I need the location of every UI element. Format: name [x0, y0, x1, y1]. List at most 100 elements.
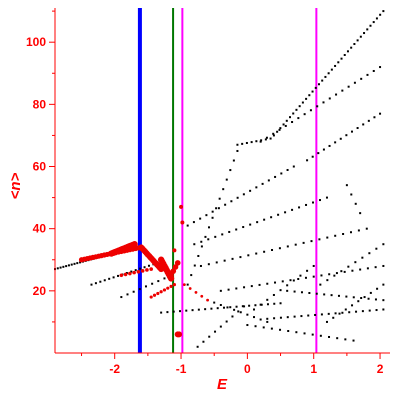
data-point: [279, 289, 282, 292]
data-point: [278, 247, 281, 250]
data-point: [185, 309, 188, 312]
data-point: [143, 266, 146, 269]
data-point: [254, 325, 257, 328]
data-point: [345, 184, 348, 187]
data-point: [216, 307, 219, 310]
data-point: [359, 212, 362, 215]
data-point: [70, 263, 73, 266]
data-point: [374, 298, 377, 301]
data-point: [353, 81, 356, 84]
data-point: [320, 313, 323, 316]
data-point: [304, 276, 307, 279]
data-point: [236, 143, 239, 146]
data-point: [305, 203, 308, 206]
data-point: [204, 308, 207, 311]
data-point: [314, 86, 317, 89]
red-point: [128, 271, 132, 276]
data-point: [134, 269, 137, 272]
data-point: [287, 330, 290, 333]
data-point: [199, 217, 202, 220]
data-point: [262, 326, 265, 329]
data-point: [225, 178, 228, 181]
data-point: [255, 140, 258, 143]
vertical-lines: [137, 8, 318, 353]
data-point: [312, 264, 315, 267]
y-axis-label: <n>: [7, 172, 24, 199]
x-axis-label: E: [217, 376, 228, 393]
red-point: [176, 331, 183, 338]
data-point: [274, 175, 277, 178]
data-point: [246, 324, 249, 327]
data-point: [253, 316, 256, 319]
data-point: [289, 279, 292, 282]
red-point: [166, 286, 170, 290]
data-point: [347, 265, 350, 268]
data-point: [295, 108, 298, 111]
data-point: [207, 263, 210, 266]
data-point: [317, 152, 320, 155]
data-point: [211, 216, 214, 219]
data-point: [350, 193, 353, 196]
data-point: [235, 287, 238, 290]
data-point: [227, 288, 230, 291]
data-point: [335, 272, 338, 275]
data-point: [310, 240, 313, 243]
data-point: [272, 134, 275, 137]
data-point: [298, 206, 301, 209]
data-point: [242, 193, 245, 196]
data-point: [204, 235, 207, 238]
data-point: [327, 72, 330, 75]
data-point: [379, 112, 382, 115]
data-point: [147, 264, 150, 267]
data-point: [375, 309, 378, 312]
data-point: [379, 13, 382, 16]
data-point: [218, 197, 221, 200]
data-point: [382, 243, 385, 246]
data-point: [314, 313, 317, 316]
data-point: [125, 272, 128, 275]
data-point: [325, 196, 328, 199]
data-point: [266, 320, 269, 323]
data-point: [344, 308, 347, 311]
data-point: [264, 138, 267, 141]
data-point: [351, 304, 354, 307]
data-point: [297, 277, 300, 280]
data-point: [243, 286, 246, 289]
data-point: [382, 299, 385, 302]
data-point: [273, 302, 276, 305]
data-point: [361, 256, 364, 259]
data-point: [79, 261, 82, 264]
data-point: [300, 291, 303, 294]
red-point: [149, 295, 153, 299]
data-point: [263, 250, 266, 253]
x-tick-label: 0: [244, 362, 251, 376]
data-point: [328, 97, 331, 100]
data-point: [192, 221, 195, 224]
data-point: [340, 270, 343, 273]
data-point: [253, 308, 256, 311]
data-point: [360, 297, 363, 300]
data-point: [306, 269, 309, 272]
data-point: [357, 300, 360, 303]
data-point: [328, 273, 331, 276]
data-point: [382, 264, 385, 267]
red-point: [172, 264, 179, 270]
data-point: [356, 127, 359, 130]
data-point: [112, 276, 115, 279]
data-point: [274, 281, 277, 284]
data-point: [270, 327, 273, 330]
red-point: [169, 284, 173, 288]
data-point: [382, 308, 385, 311]
data-point: [326, 236, 329, 239]
data-point: [160, 311, 163, 314]
data-point: [366, 28, 369, 31]
data-point: [273, 317, 276, 320]
data-point: [324, 75, 327, 78]
data-point: [103, 279, 106, 282]
data-point: [250, 141, 253, 144]
data-point: [139, 267, 142, 270]
data-point: [337, 61, 340, 64]
data-point: [250, 285, 253, 288]
data-point: [94, 282, 97, 285]
red-point: [131, 241, 138, 248]
